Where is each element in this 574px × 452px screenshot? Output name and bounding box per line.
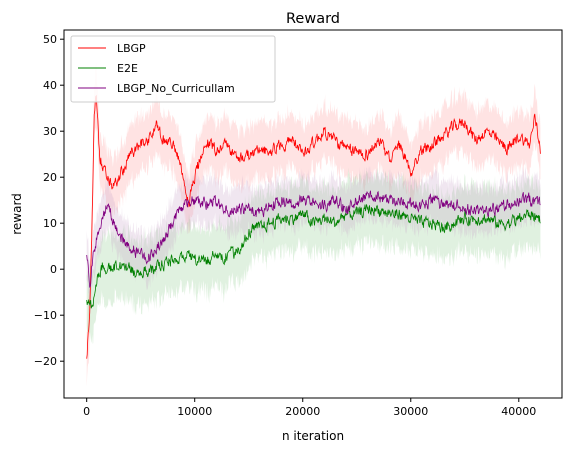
- x-tick-label: 40000: [501, 405, 536, 418]
- x-tick-label: 0: [83, 405, 90, 418]
- y-tick-label: 20: [43, 171, 57, 184]
- y-tick-label: 10: [43, 217, 57, 230]
- legend: LBGP E2E LBGP_No_Curricullam: [70, 35, 276, 103]
- line-e2e: [86, 204, 541, 309]
- x-axis-label: n iteration: [282, 429, 344, 443]
- line-lbgp: [86, 94, 541, 359]
- x-tick-label: 10000: [177, 405, 212, 418]
- y-tick-label: 0: [50, 263, 57, 276]
- band-lbgp: [86, 61, 541, 387]
- band-e2e: [86, 167, 541, 344]
- x-tick-label: 20000: [285, 405, 320, 418]
- line-lbgp-no-curricullam: [86, 190, 541, 288]
- legend-label: E2E: [117, 62, 138, 75]
- x-tick-label: 30000: [393, 405, 428, 418]
- chart-title: Reward: [286, 11, 340, 27]
- legend-label: LBGP_No_Curricullam: [117, 82, 235, 95]
- y-tick-label: −10: [34, 309, 57, 322]
- y-tick-label: 30: [43, 125, 57, 138]
- series-lines: [86, 94, 541, 359]
- legend-box: [70, 35, 276, 103]
- plot-frame: [63, 29, 563, 399]
- y-tick-label: −20: [34, 355, 57, 368]
- confidence-bands: [86, 61, 541, 387]
- y-axis-ticks: −20 −10 0 10 20 30 40 50: [34, 33, 64, 368]
- y-tick-label: 40: [43, 79, 57, 92]
- x-axis-ticks: 0 10000 20000 30000 40000: [83, 398, 536, 418]
- y-axis-label: reward: [10, 193, 24, 235]
- y-tick-label: 50: [43, 33, 57, 46]
- legend-label: LBGP: [117, 42, 146, 55]
